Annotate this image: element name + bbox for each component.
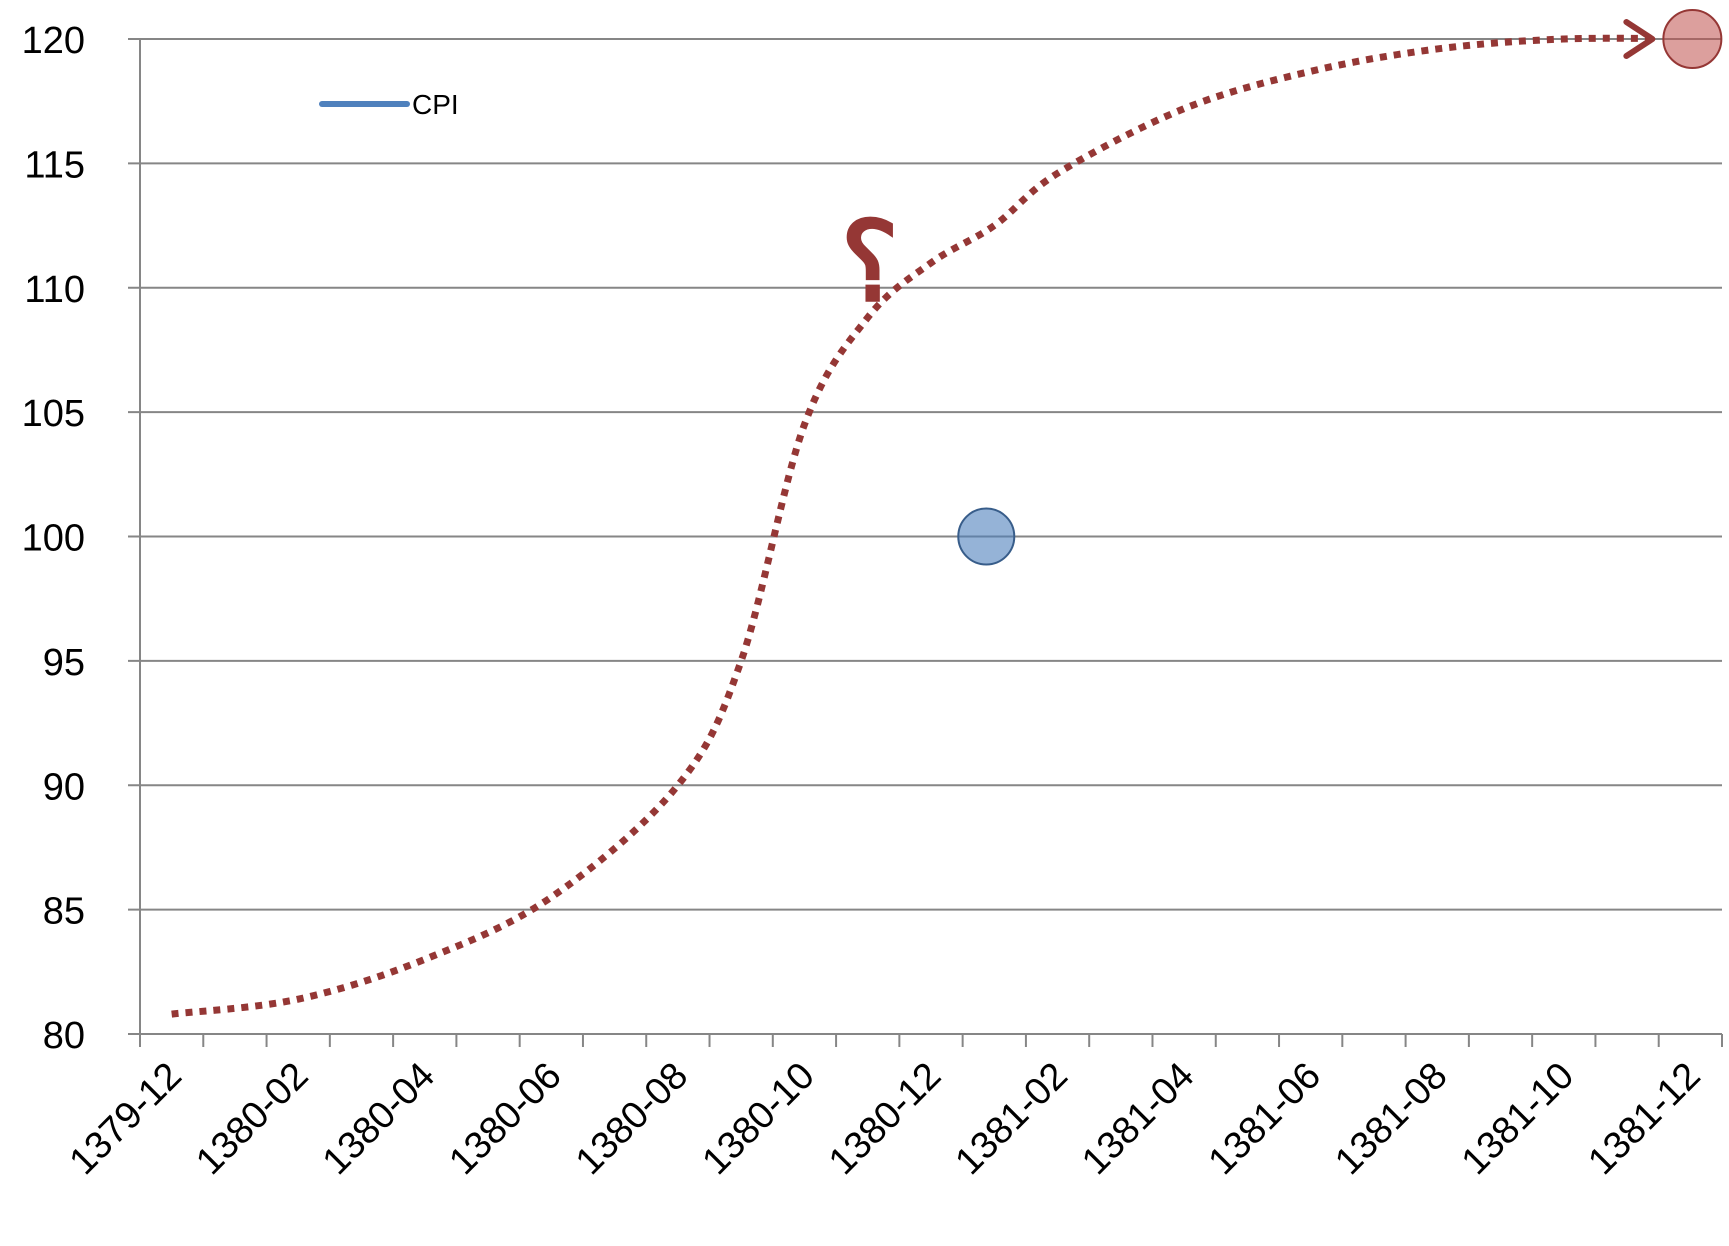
x-tick-label: 1379-12 <box>62 1055 190 1183</box>
x-tick-label: 1381-08 <box>1327 1055 1455 1183</box>
x-tick-label: 1381-12 <box>1580 1055 1708 1183</box>
x-tick-label: 1381-02 <box>948 1055 1076 1183</box>
legend: CPI <box>319 89 459 120</box>
y-tick-label: 80 <box>43 1015 85 1057</box>
y-tick-label: 120 <box>22 20 85 62</box>
x-tick-label: 1380-10 <box>694 1055 822 1183</box>
x-tick-label: 1380-02 <box>188 1055 316 1183</box>
y-tick-label: 110 <box>24 269 85 311</box>
cpi-series <box>957 507 1016 566</box>
y-axis-tick-labels: 80 85 90 95 100 105 110 115 120 <box>22 20 85 1057</box>
cpi-data-point <box>957 507 1016 566</box>
x-tick-label: 1380-12 <box>821 1055 949 1183</box>
x-tick-label: 1381-10 <box>1454 1055 1582 1183</box>
target-point-marker <box>1662 9 1723 69</box>
x-tick-label: 1381-04 <box>1074 1055 1202 1183</box>
gridlines <box>140 38 1722 911</box>
trend-curve-arrowhead <box>1623 19 1656 59</box>
y-tick-label: 95 <box>43 642 85 684</box>
y-tick-label: 100 <box>22 518 85 560</box>
legend-label-cpi: CPI <box>412 89 459 120</box>
y-tick-label: 90 <box>43 766 85 808</box>
axes <box>128 38 1723 1047</box>
y-tick-label: 85 <box>43 891 85 933</box>
x-tick-label: 1380-06 <box>441 1055 569 1183</box>
y-tick-label: 115 <box>24 144 85 186</box>
trend-curve: ؟ <box>171 9 1723 1018</box>
x-tick-label: 1380-08 <box>568 1055 696 1183</box>
y-tick-label: 105 <box>22 393 85 435</box>
x-axis-tick-labels: 1379-121380-021380-041380-061380-081380-… <box>62 1055 1709 1183</box>
x-tick-label: 1380-04 <box>315 1055 443 1183</box>
question-mark-annotation: ؟ <box>841 197 899 326</box>
x-tick-label: 1381-06 <box>1201 1055 1329 1183</box>
trend-curve-path <box>171 34 1651 1018</box>
